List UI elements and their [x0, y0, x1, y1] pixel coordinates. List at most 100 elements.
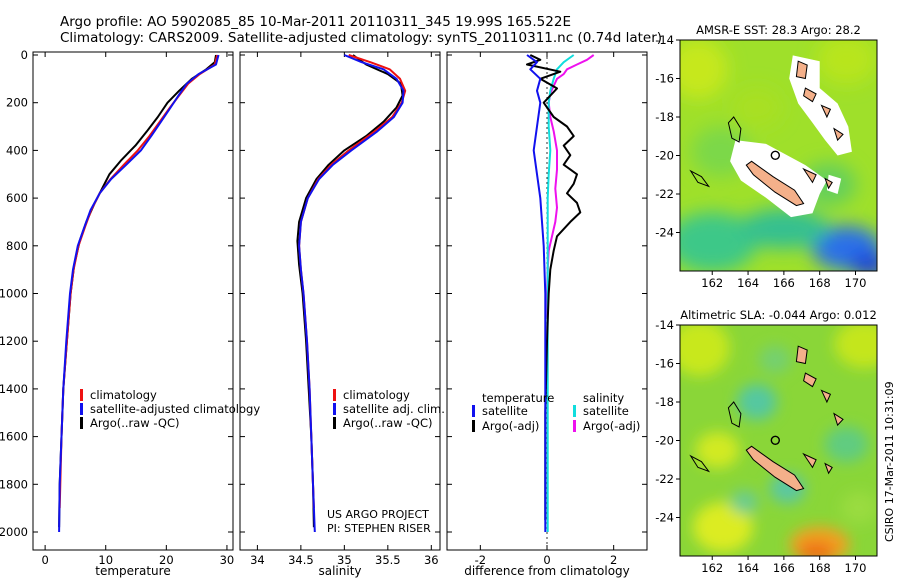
title-line-2: Climatology: CARS2009. Satellite-adjuste… [60, 30, 662, 46]
map-ytick-label: -18 [655, 110, 674, 124]
missing-data-patch [826, 174, 842, 194]
temperature-legend-swatch [80, 417, 83, 429]
salinity-xtick-label: 34 [250, 553, 265, 567]
salinity-xtick-label: 35.5 [375, 553, 401, 567]
temperature-xtick-label: 30 [220, 553, 235, 567]
map-ytick-label: -14 [655, 33, 674, 47]
salinity-xtick-label: 35 [337, 553, 352, 567]
sst-map-panel: AMSR-E SST: 28.3 Argo: 28.2 162 164 166 168 1… [655, 23, 878, 290]
difference-legend-label: Argo(-adj) [583, 419, 640, 433]
map-blob [834, 325, 877, 369]
temperature-xtick-label: 0 [41, 553, 48, 567]
difference-xtick-label: 2 [610, 553, 617, 567]
island [833, 127, 844, 142]
argo-position-marker [770, 150, 781, 161]
difference-legend-heading-temperature: temperature [482, 391, 554, 405]
map-ytick-label: -22 [655, 472, 674, 486]
temperature-legend-swatch [80, 403, 83, 415]
temperature-legend-label: Argo(..raw -QC) [90, 416, 180, 430]
map-blobs [680, 40, 877, 271]
map-blob [798, 542, 835, 556]
salinity-legend-label: climatology [343, 388, 410, 402]
island [745, 160, 805, 207]
title-line-1: Argo profile: AO 5902085_85 10-Mar-2011 … [60, 14, 571, 30]
project-note-line-2: PI: STEPHEN RISER [327, 522, 431, 535]
difference-legend-swatch [472, 420, 475, 432]
salinity-xtick-label: 36 [424, 553, 439, 567]
difference-series-temperature-argo-adj- [526, 54, 582, 521]
depth-tick-label: 1400 [0, 382, 28, 396]
temperature-xtick-label: 20 [159, 553, 174, 567]
salinity-series-satellite-adj-clim- [298, 54, 405, 533]
map-blob [738, 208, 829, 249]
salinity-series-argo-raw-qc- [296, 54, 404, 528]
difference-legend-heading-salinity: salinity [583, 391, 624, 405]
island [795, 345, 808, 365]
map-xtick-label: 170 [845, 276, 867, 290]
side-stamp: CSIRO 17-Mar-2011 10:31:09 [883, 381, 896, 542]
depth-tick-label: 800 [6, 239, 28, 253]
island [803, 372, 817, 388]
depth-tick-label: 1200 [0, 334, 28, 348]
temperature-xlabel: temperature [95, 564, 170, 578]
island [824, 462, 833, 475]
island [745, 445, 805, 492]
map-xtick-label: 170 [845, 561, 867, 575]
temperature-legend-label: climatology [90, 388, 157, 402]
salinity-legend-swatch [333, 403, 336, 415]
reef-outline [727, 116, 742, 143]
map-blob [758, 345, 791, 374]
depth-tick-label: 1000 [0, 287, 28, 301]
depth-tick-label: 400 [6, 143, 28, 157]
map-xtick-label: 162 [701, 561, 723, 575]
difference-xlabel: difference from climatology [464, 564, 630, 578]
reef-outline [689, 169, 711, 188]
temperature-xtick-label: 10 [98, 553, 113, 567]
salinity-legend-label: satellite adj. clim. [343, 402, 445, 416]
difference-legend-label: satellite [482, 404, 528, 418]
map-xtick-label: 168 [809, 276, 831, 290]
depth-tick-label: 0 [21, 48, 28, 62]
salinity-series-climatology [298, 54, 407, 509]
map-field [680, 40, 877, 271]
difference-series-salinity-argo-adj- [546, 54, 595, 318]
map-blob [695, 432, 740, 469]
temperature-series-satellite-adjusted-climatology [58, 54, 220, 533]
map-xtick-label: 166 [773, 276, 795, 290]
map-ytick-label: -22 [655, 187, 674, 201]
island [833, 412, 844, 427]
map-blob [824, 426, 869, 463]
difference-legend-label: satellite [583, 404, 629, 418]
salinity-legend-label: Argo(..raw -QC) [343, 416, 433, 430]
depth-tick-label: 600 [6, 191, 28, 205]
argo-position-marker [770, 435, 781, 446]
map-blob [732, 87, 783, 128]
sst-map-title: AMSR-E SST: 28.3 Argo: 28.2 [696, 23, 861, 37]
temperature-series-climatology [58, 54, 219, 509]
map-blob [841, 491, 877, 524]
difference-legend-swatch [472, 405, 475, 417]
map-blobs [680, 325, 877, 556]
map-field [680, 325, 877, 556]
depth-tick-label: 2000 [0, 525, 28, 539]
island [820, 104, 832, 119]
difference-legend-swatch [573, 420, 576, 432]
difference-xtick-label: -2 [475, 553, 486, 567]
project-note-line-1: US ARGO PROJECT [327, 508, 429, 521]
island [820, 389, 832, 404]
map-blob [680, 40, 728, 99]
sla-map-panel: Altimetric SLA: -0.044 Argo: 0.012 162 164… [655, 308, 878, 575]
map-xtick-label: 162 [701, 276, 723, 290]
island [824, 177, 833, 190]
salinity-legend-swatch [333, 417, 336, 429]
map-coastlines [689, 345, 844, 492]
reef-outline [689, 454, 711, 473]
map-ytick-label: -14 [655, 318, 674, 332]
map-blob [849, 253, 877, 271]
map-coastlines [689, 60, 844, 207]
map-blob [680, 212, 758, 271]
depth-tick-label: 200 [6, 96, 28, 110]
map-blob [692, 502, 753, 553]
